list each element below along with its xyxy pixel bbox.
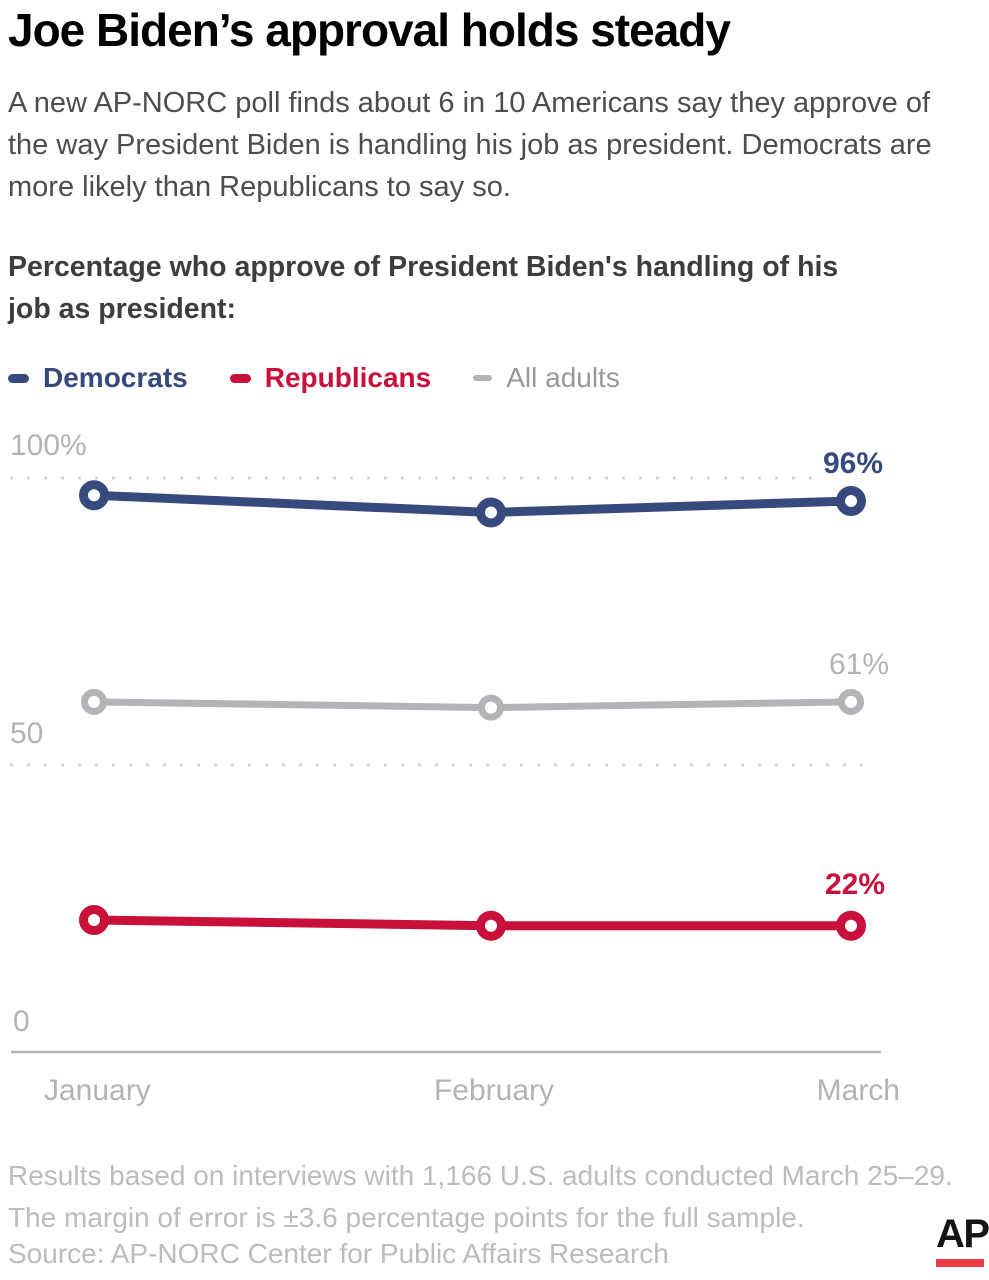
legend-item-republicans: Republicans xyxy=(229,362,432,394)
democrats-value-label: 96% xyxy=(822,447,883,480)
xtick-february: February xyxy=(433,1074,555,1107)
page-title: Joe Biden’s approval holds steady xyxy=(8,4,731,56)
footnote-line-2: The margin of error is ±3.6 percentage p… xyxy=(8,1202,805,1233)
ap-logo: AP xyxy=(936,1212,989,1267)
legend: Democrats Republicans All adults xyxy=(8,362,620,394)
subtitle: A new AP-NORC poll finds about 6 in 10 A… xyxy=(8,87,932,203)
legend-item-all-adults: All adults xyxy=(473,362,620,394)
legend-item-democrats: Democrats xyxy=(8,362,188,394)
legend-label-republicans: Republicans xyxy=(264,362,432,393)
republicans-value-label: 22% xyxy=(824,868,885,901)
ytick-100: 100% xyxy=(10,429,87,462)
republicans-line-swatch-icon xyxy=(229,373,251,383)
chart-heading: Percentage who approve of President Bide… xyxy=(8,251,839,325)
ap-logo-text: AP xyxy=(936,1212,989,1256)
source-credit: Source: AP-NORC Center for Public Affair… xyxy=(8,1238,669,1269)
democrats-line-swatch-icon xyxy=(8,373,29,383)
footnote-line-1: Results based on interviews with 1,166 U… xyxy=(8,1160,953,1191)
all-adults-value-label: 61% xyxy=(828,648,889,681)
all-adults-line-swatch-icon xyxy=(473,375,493,381)
legend-label-all-adults: All adults xyxy=(506,362,620,393)
legend-label-democrats: Democrats xyxy=(43,362,188,393)
xtick-march: March xyxy=(816,1074,900,1107)
xtick-january: January xyxy=(44,1074,151,1107)
ytick-50: 50 xyxy=(10,717,44,750)
ytick-0: 0 xyxy=(13,1005,30,1038)
ap-logo-red-bar xyxy=(936,1259,984,1267)
